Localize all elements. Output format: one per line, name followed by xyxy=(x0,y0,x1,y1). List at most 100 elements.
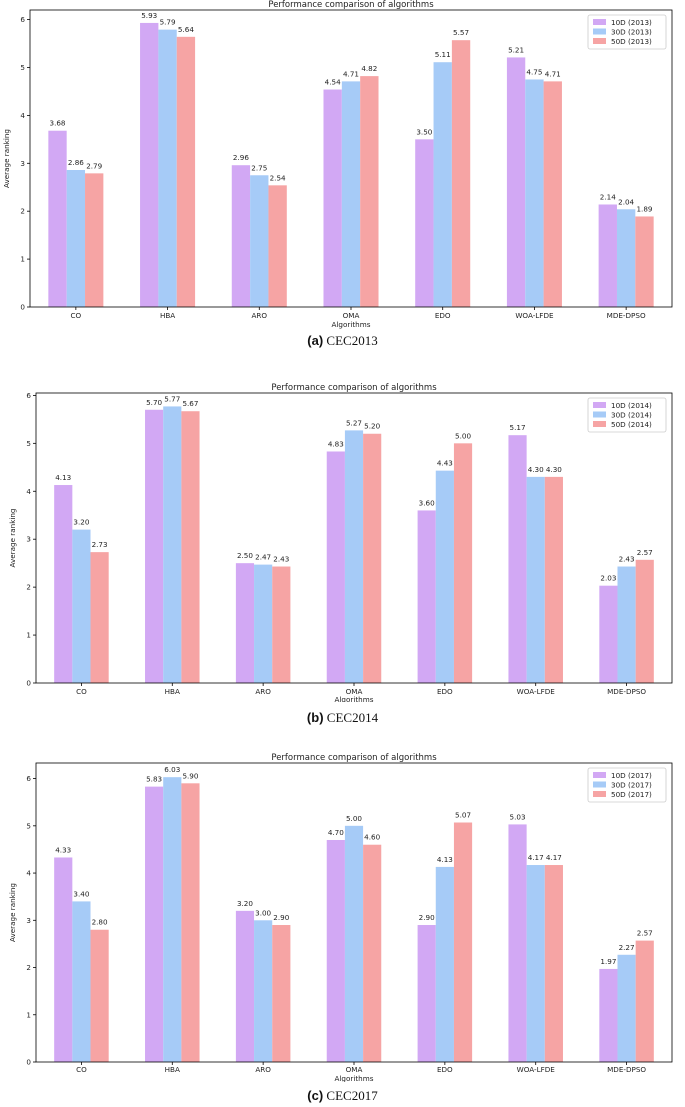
legend-swatch xyxy=(593,421,606,427)
y-axis-label: Average ranking xyxy=(8,883,17,942)
bar-value-label: 4.70 xyxy=(328,828,344,837)
bar-oma-series-1 xyxy=(341,81,361,307)
bar-oma-series-2 xyxy=(363,433,382,683)
legend-swatch xyxy=(593,411,606,418)
legend-label: 50D (2013) xyxy=(611,37,652,46)
bar-co-series-0 xyxy=(54,485,73,683)
legend-label: 30D (2013) xyxy=(611,28,652,37)
legend-swatch xyxy=(593,19,606,25)
x-tick-label: ARO xyxy=(255,1065,271,1074)
bar-co-series-2 xyxy=(85,173,104,307)
x-tick-label: ARO xyxy=(251,311,267,320)
bar-hba-series-2 xyxy=(181,411,200,683)
legend-label: 10D (2014) xyxy=(611,401,652,410)
legend-swatch xyxy=(593,772,606,778)
bar-woa-lfde-series-0 xyxy=(508,435,527,683)
bar-value-label: 2.75 xyxy=(251,163,267,172)
legend-label: 50D (2017) xyxy=(611,790,652,799)
bar-aro-series-2 xyxy=(272,925,291,1062)
bar-edo-series-1 xyxy=(433,62,452,308)
bar-value-label: 1.97 xyxy=(600,957,616,966)
legend-label: 50D (2014) xyxy=(611,420,652,429)
bar-oma-series-0 xyxy=(326,839,345,1062)
x-tick-label: ARO xyxy=(255,687,271,696)
caption-letter: (a) xyxy=(307,333,324,348)
bar-value-label: 2.43 xyxy=(619,555,635,564)
bar-hba-series-0 xyxy=(145,409,164,683)
bar-value-label: 5.20 xyxy=(364,422,380,431)
y-tick-label: 5 xyxy=(20,63,25,72)
bar-co-series-1 xyxy=(72,529,91,683)
caption-cec2017: (c) CEC2017 xyxy=(0,1088,685,1104)
bar-oma-series-0 xyxy=(323,89,342,308)
bar-value-label: 5.70 xyxy=(146,398,162,407)
bar-value-label: 3.40 xyxy=(73,889,89,898)
bar-hba-series-1 xyxy=(163,777,182,1062)
bar-value-label: 5.00 xyxy=(346,814,362,823)
x-tick-label: EDO xyxy=(437,1065,453,1074)
bar-mde-dpso-series-2 xyxy=(635,216,654,307)
x-tick-label: CO xyxy=(76,687,87,696)
bar-value-label: 2.54 xyxy=(270,173,286,182)
bar-value-label: 4.17 xyxy=(546,853,562,862)
bar-value-label: 5.21 xyxy=(508,45,524,54)
legend-label: 30D (2017) xyxy=(611,781,652,790)
bar-value-label: 3.50 xyxy=(416,127,432,136)
bar-aro-series-0 xyxy=(235,563,255,683)
bar-hba-series-1 xyxy=(163,406,182,683)
bar-edo-series-2 xyxy=(451,40,471,308)
caption-text: CEC2017 xyxy=(326,1088,378,1103)
bar-woa-lfde-series-2 xyxy=(544,865,563,1062)
bar-aro-series-0 xyxy=(235,910,255,1062)
y-tick-label: 4 xyxy=(20,111,25,120)
bar-oma-series-1 xyxy=(344,825,364,1062)
bar-oma-series-2 xyxy=(363,844,382,1062)
bar-mde-dpso-series-1 xyxy=(617,566,636,683)
y-tick-label: 0 xyxy=(20,303,25,312)
bar-aro-series-1 xyxy=(254,564,273,683)
bar-value-label: 3.00 xyxy=(255,908,271,917)
bar-value-label: 2.57 xyxy=(637,929,653,938)
bar-aro-series-2 xyxy=(272,566,291,683)
bar-hba-series-1 xyxy=(158,29,177,308)
legend-box xyxy=(587,767,667,803)
bar-value-label: 4.71 xyxy=(545,69,561,78)
bar-value-label: 5.00 xyxy=(455,431,471,440)
bar-value-label: 5.77 xyxy=(164,394,180,403)
legend-swatch xyxy=(593,402,606,408)
bar-value-label: 2.80 xyxy=(92,918,108,927)
bar-woa-lfde-series-1 xyxy=(526,865,545,1062)
bar-value-label: 3.68 xyxy=(50,119,66,128)
caption-cec2013: (a) CEC2013 xyxy=(0,333,685,349)
y-axis-label: Average ranking xyxy=(2,129,11,188)
bar-value-label: 2.57 xyxy=(637,548,653,557)
bar-value-label: 2.90 xyxy=(419,913,435,922)
bar-co-series-2 xyxy=(90,552,109,683)
x-axis-label: Algorithms xyxy=(335,1074,374,1082)
bar-value-label: 5.11 xyxy=(435,50,451,59)
bar-mde-dpso-series-2 xyxy=(635,559,654,683)
bar-value-label: 4.54 xyxy=(325,78,341,87)
bar-value-label: 5.79 xyxy=(160,18,176,27)
bar-value-label: 5.90 xyxy=(182,771,198,780)
bar-value-label: 5.67 xyxy=(182,399,198,408)
caption-text: CEC2013 xyxy=(326,333,378,348)
x-tick-label: MDE-DPSO xyxy=(607,687,646,696)
bar-edo-series-0 xyxy=(415,139,434,307)
bar-value-label: 3.20 xyxy=(73,518,89,527)
y-tick-label: 5 xyxy=(26,821,31,830)
bar-mde-dpso-series-1 xyxy=(616,209,636,307)
bar-value-label: 2.90 xyxy=(273,913,289,922)
bar-oma-series-2 xyxy=(360,76,379,308)
bar-value-label: 4.83 xyxy=(328,439,344,448)
y-tick-label: 6 xyxy=(20,15,25,24)
bar-value-label: 3.20 xyxy=(237,899,253,908)
bar-value-label: 2.03 xyxy=(600,574,616,583)
y-tick-label: 6 xyxy=(26,391,31,400)
bar-mde-dpso-series-0 xyxy=(598,204,617,307)
bar-value-label: 5.64 xyxy=(178,25,194,34)
bar-co-series-1 xyxy=(72,901,91,1062)
y-tick-label: 1 xyxy=(20,255,25,264)
bar-mde-dpso-series-2 xyxy=(635,940,654,1062)
